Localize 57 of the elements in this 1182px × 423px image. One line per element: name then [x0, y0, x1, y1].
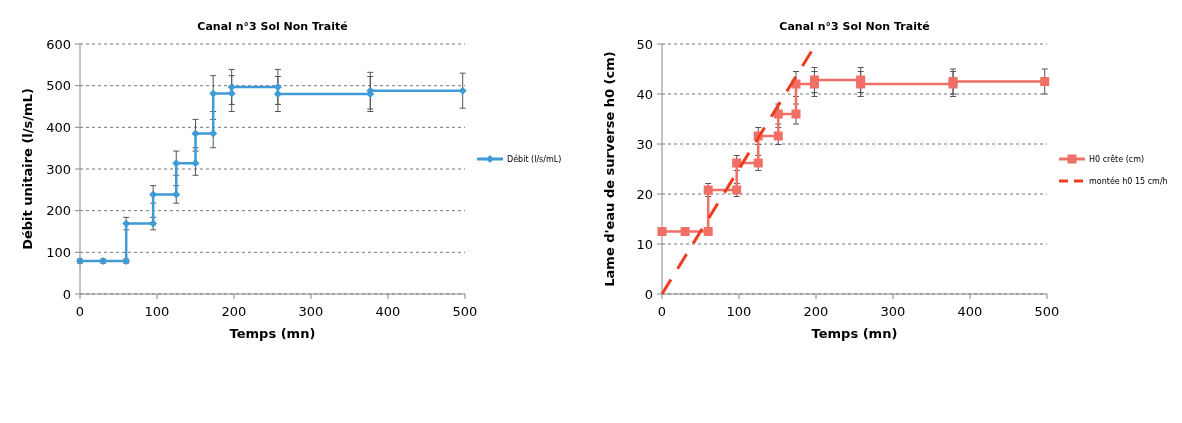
- point: [753, 158, 763, 168]
- x-tick-label: 0: [657, 304, 667, 319]
- y-tick-label: 200: [46, 203, 71, 219]
- y-tick-label: 300: [46, 161, 71, 177]
- point: [856, 79, 866, 89]
- legend-label: montée h0 15 cm/h: [1089, 175, 1168, 186]
- legend-label: H0 crête (cm): [1089, 153, 1145, 164]
- point: [791, 109, 801, 119]
- y-axis-title: Lame d'eau de surverse h0 (cm): [602, 51, 617, 287]
- point: [458, 86, 467, 95]
- x-tick-label: 100: [726, 304, 752, 319]
- point: [191, 129, 200, 138]
- y-tick-label: 50: [636, 36, 653, 52]
- chart-title: Canal n°3 Sol Non Traité: [197, 20, 348, 33]
- point: [172, 190, 181, 199]
- point: [657, 227, 667, 236]
- point: [773, 109, 783, 119]
- point: [703, 227, 713, 236]
- point: [209, 89, 218, 98]
- y-tick-label: 600: [46, 36, 71, 52]
- y-tick-label: 0: [644, 286, 653, 302]
- point: [773, 131, 783, 141]
- point: [149, 190, 158, 199]
- y-tick-label: 500: [46, 78, 71, 94]
- point: [172, 159, 181, 168]
- chart-title: Canal n°3 Sol Non Traité: [779, 20, 930, 33]
- y-tick-label: 0: [62, 286, 71, 302]
- point: [122, 219, 131, 228]
- point: [227, 89, 236, 98]
- y-tick-label: 30: [636, 136, 653, 152]
- y-tick-label: 400: [46, 119, 71, 135]
- x-axis-title: Temps (mn): [811, 326, 898, 341]
- point: [680, 227, 690, 236]
- point: [273, 90, 282, 98]
- point: [191, 159, 200, 168]
- x-tick-label: 0: [75, 304, 85, 319]
- x-tick-label: 200: [221, 304, 247, 319]
- legend-label: Débit (l/s/mL): [507, 153, 562, 164]
- point: [209, 129, 218, 138]
- x-tick-label: 500: [452, 304, 478, 319]
- x-tick-label: 200: [803, 304, 829, 319]
- y-tick-label: 10: [636, 236, 653, 252]
- point: [732, 158, 742, 168]
- point: [227, 82, 236, 91]
- x-tick-label: 400: [957, 304, 983, 319]
- y-axis-title: Débit unitaire (l/s/mL): [20, 88, 35, 250]
- x-axis-title: Temps (mn): [229, 326, 316, 341]
- y-tick-label: 40: [636, 86, 653, 102]
- point: [1040, 77, 1050, 86]
- x-tick-label: 300: [298, 304, 324, 319]
- x-tick-label: 400: [375, 304, 401, 319]
- x-tick-label: 100: [144, 304, 170, 319]
- y-tick-label: 100: [46, 244, 71, 260]
- point: [149, 219, 158, 228]
- x-tick-label: 300: [880, 304, 906, 319]
- y-tick-label: 20: [636, 186, 653, 202]
- x-tick-label: 500: [1034, 304, 1060, 319]
